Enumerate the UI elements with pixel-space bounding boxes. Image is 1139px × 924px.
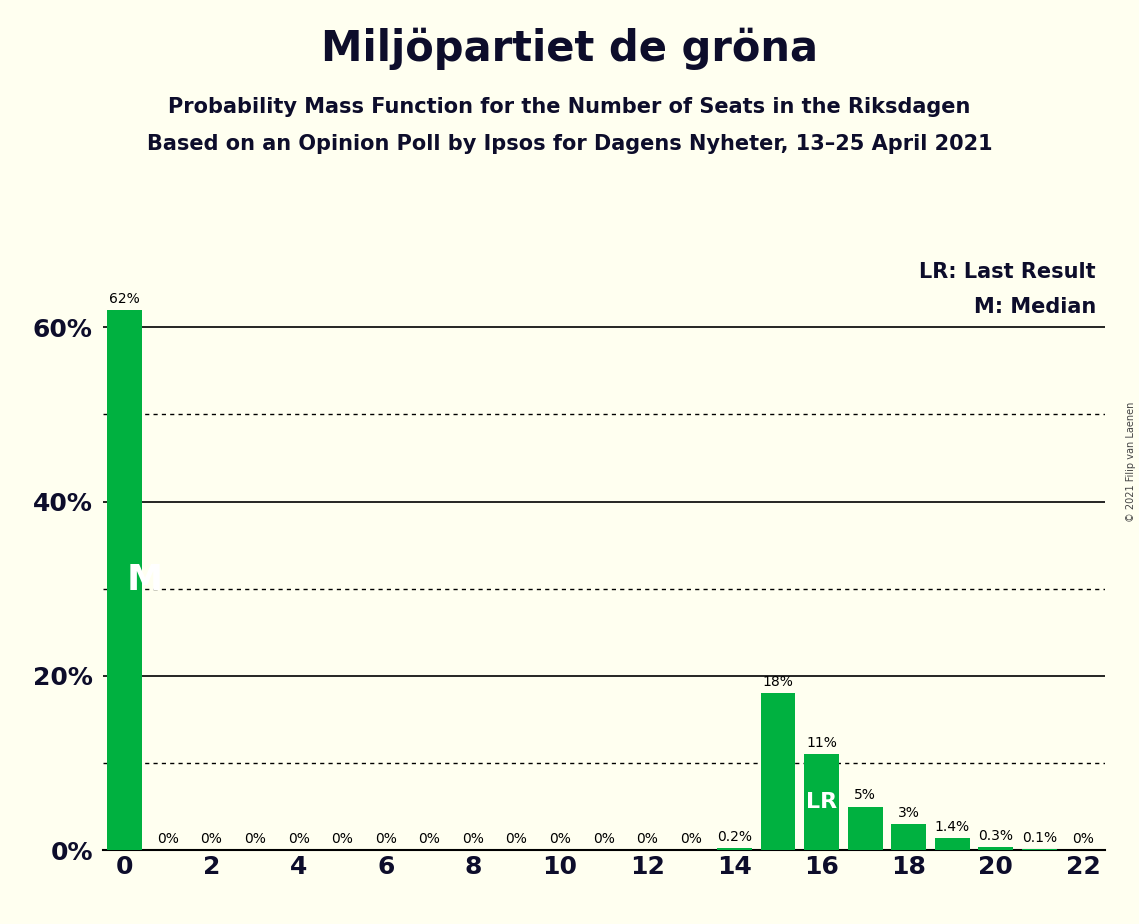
Text: Based on an Opinion Poll by Ipsos for Dagens Nyheter, 13–25 April 2021: Based on an Opinion Poll by Ipsos for Da… bbox=[147, 134, 992, 154]
Text: 0%: 0% bbox=[680, 832, 702, 845]
Text: 3%: 3% bbox=[898, 806, 919, 820]
Text: Probability Mass Function for the Number of Seats in the Riksdagen: Probability Mass Function for the Number… bbox=[169, 97, 970, 117]
Text: 0%: 0% bbox=[375, 832, 396, 845]
Text: 0%: 0% bbox=[288, 832, 310, 845]
Text: 0%: 0% bbox=[418, 832, 441, 845]
Text: 11%: 11% bbox=[806, 736, 837, 750]
Text: 0%: 0% bbox=[157, 832, 179, 845]
Bar bbox=[761, 693, 795, 850]
Text: 0%: 0% bbox=[331, 832, 353, 845]
Bar bbox=[935, 838, 969, 850]
Bar bbox=[716, 848, 752, 850]
Text: 5%: 5% bbox=[854, 788, 876, 802]
Text: 0%: 0% bbox=[244, 832, 267, 845]
Text: 0.1%: 0.1% bbox=[1022, 831, 1057, 845]
Text: 0%: 0% bbox=[637, 832, 658, 845]
Text: 0%: 0% bbox=[462, 832, 484, 845]
Text: Miljöpartiet de gröna: Miljöpartiet de gröna bbox=[321, 28, 818, 70]
Text: 0%: 0% bbox=[1072, 832, 1093, 845]
Text: 62%: 62% bbox=[109, 292, 140, 306]
Text: 0.3%: 0.3% bbox=[978, 829, 1014, 843]
Text: 0%: 0% bbox=[200, 832, 222, 845]
Bar bbox=[847, 807, 883, 850]
Text: LR: LR bbox=[806, 792, 837, 812]
Text: 18%: 18% bbox=[762, 675, 794, 689]
Bar bbox=[804, 754, 839, 850]
Text: 0%: 0% bbox=[506, 832, 527, 845]
Text: 1.4%: 1.4% bbox=[935, 820, 970, 833]
Text: 0%: 0% bbox=[549, 832, 571, 845]
Text: M: M bbox=[126, 563, 163, 597]
Text: M: Median: M: Median bbox=[974, 297, 1096, 317]
Bar bbox=[892, 824, 926, 850]
Text: 0.2%: 0.2% bbox=[716, 830, 752, 844]
Text: © 2021 Filip van Laenen: © 2021 Filip van Laenen bbox=[1126, 402, 1136, 522]
Text: 0%: 0% bbox=[592, 832, 615, 845]
Bar bbox=[978, 847, 1014, 850]
Bar bbox=[107, 310, 141, 850]
Text: LR: Last Result: LR: Last Result bbox=[919, 262, 1096, 282]
